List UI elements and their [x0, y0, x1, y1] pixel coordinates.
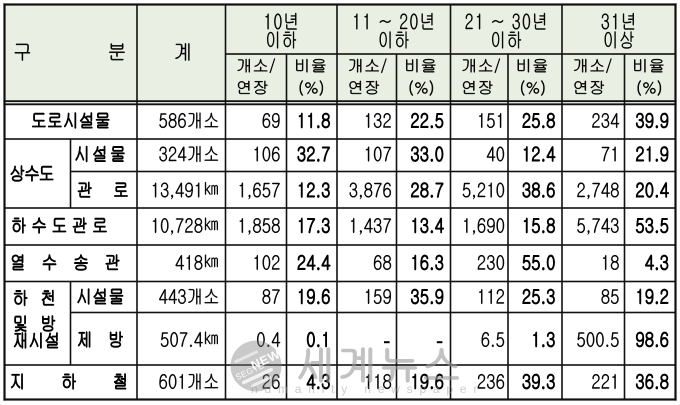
svg-text:humanity newspaper: humanity newspaper [251, 382, 484, 396]
